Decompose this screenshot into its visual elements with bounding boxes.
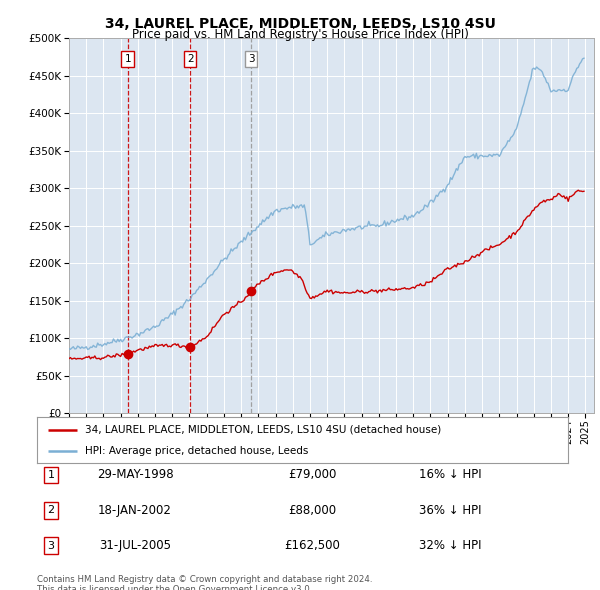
Text: 1: 1 (124, 54, 131, 64)
Text: 3: 3 (47, 541, 55, 550)
Text: 2: 2 (187, 54, 193, 64)
Text: £162,500: £162,500 (284, 539, 340, 552)
Text: 29-MAY-1998: 29-MAY-1998 (97, 468, 173, 481)
Text: 34, LAUREL PLACE, MIDDLETON, LEEDS, LS10 4SU (detached house): 34, LAUREL PLACE, MIDDLETON, LEEDS, LS10… (85, 425, 441, 435)
Text: 16% ↓ HPI: 16% ↓ HPI (419, 468, 481, 481)
Text: HPI: Average price, detached house, Leeds: HPI: Average price, detached house, Leed… (85, 445, 308, 455)
Text: 3: 3 (248, 54, 254, 64)
Text: 1: 1 (47, 470, 55, 480)
Text: £88,000: £88,000 (288, 504, 336, 517)
Text: 34, LAUREL PLACE, MIDDLETON, LEEDS, LS10 4SU: 34, LAUREL PLACE, MIDDLETON, LEEDS, LS10… (104, 17, 496, 31)
Text: 2: 2 (47, 506, 55, 515)
Text: 31-JUL-2005: 31-JUL-2005 (99, 539, 171, 552)
Text: Contains HM Land Registry data © Crown copyright and database right 2024.
This d: Contains HM Land Registry data © Crown c… (37, 575, 373, 590)
Text: 36% ↓ HPI: 36% ↓ HPI (419, 504, 481, 517)
Text: 18-JAN-2002: 18-JAN-2002 (98, 504, 172, 517)
Text: 32% ↓ HPI: 32% ↓ HPI (419, 539, 481, 552)
Text: £79,000: £79,000 (288, 468, 336, 481)
Text: Price paid vs. HM Land Registry's House Price Index (HPI): Price paid vs. HM Land Registry's House … (131, 28, 469, 41)
